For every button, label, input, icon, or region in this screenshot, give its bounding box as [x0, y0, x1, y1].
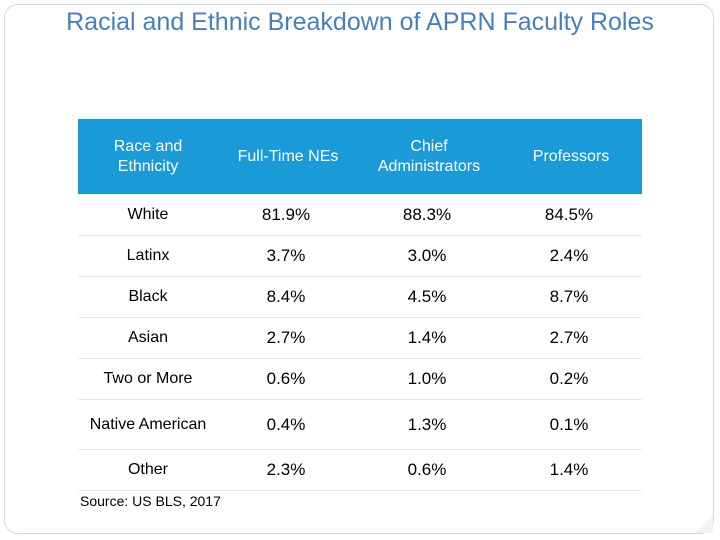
cell-full-time-nes: 3.7% — [218, 235, 358, 277]
row-label: Latinx — [78, 235, 218, 277]
cell-professors: 2.4% — [500, 235, 642, 277]
header-full-time-nes: Full-Time NEs — [218, 119, 358, 194]
data-table-container: Race and Ethnicity Full-Time NEs Chief A… — [78, 119, 642, 491]
cell-professors: 0.2% — [500, 358, 642, 400]
table-row: Other 2.3% 0.6% 1.4% — [78, 449, 642, 491]
table-header-row: Race and Ethnicity Full-Time NEs Chief A… — [78, 119, 642, 194]
cell-chief-administrators: 3.0% — [358, 235, 500, 277]
header-chief-administrators: Chief Administrators — [358, 119, 500, 194]
cell-full-time-nes: 0.6% — [218, 358, 358, 400]
cell-professors: 84.5% — [500, 194, 642, 236]
row-label: Asian — [78, 317, 218, 359]
table-row: Asian 2.7% 1.4% 2.7% — [78, 317, 642, 359]
header-race-ethnicity: Race and Ethnicity — [78, 119, 218, 194]
race-ethnicity-table: Race and Ethnicity Full-Time NEs Chief A… — [78, 119, 642, 491]
cell-full-time-nes: 8.4% — [218, 276, 358, 318]
table-row: Latinx 3.7% 3.0% 2.4% — [78, 235, 642, 277]
cell-professors: 0.1% — [500, 399, 642, 450]
cell-professors: 1.4% — [500, 449, 642, 491]
cell-full-time-nes: 2.3% — [218, 449, 358, 491]
table-row: White 81.9% 88.3% 84.5% — [78, 194, 642, 236]
cell-professors: 8.7% — [500, 276, 642, 318]
cell-full-time-nes: 0.4% — [218, 399, 358, 450]
row-label: Other — [78, 449, 218, 491]
row-label: Native American — [78, 399, 218, 450]
row-label: Black — [78, 276, 218, 318]
cell-chief-administrators: 4.5% — [358, 276, 500, 318]
cell-chief-administrators: 1.4% — [358, 317, 500, 359]
cell-chief-administrators: 1.3% — [358, 399, 500, 450]
slide-corner-decoration — [695, 515, 713, 533]
header-professors: Professors — [500, 119, 642, 194]
slide-title: Racial and Ethnic Breakdown of APRN Facu… — [66, 8, 654, 36]
table-row: Black 8.4% 4.5% 8.7% — [78, 276, 642, 318]
table-row: Native American 0.4% 1.3% 0.1% — [78, 399, 642, 450]
cell-professors: 2.7% — [500, 317, 642, 359]
slide-frame — [4, 4, 714, 534]
cell-chief-administrators: 88.3% — [358, 194, 500, 236]
cell-chief-administrators: 0.6% — [358, 449, 500, 491]
row-label: Two or More — [78, 358, 218, 400]
cell-chief-administrators: 1.0% — [358, 358, 500, 400]
source-note: Source: US BLS, 2017 — [80, 493, 221, 509]
table-row: Two or More 0.6% 1.0% 0.2% — [78, 358, 642, 400]
cell-full-time-nes: 81.9% — [218, 194, 358, 236]
cell-full-time-nes: 2.7% — [218, 317, 358, 359]
row-label: White — [78, 194, 218, 236]
